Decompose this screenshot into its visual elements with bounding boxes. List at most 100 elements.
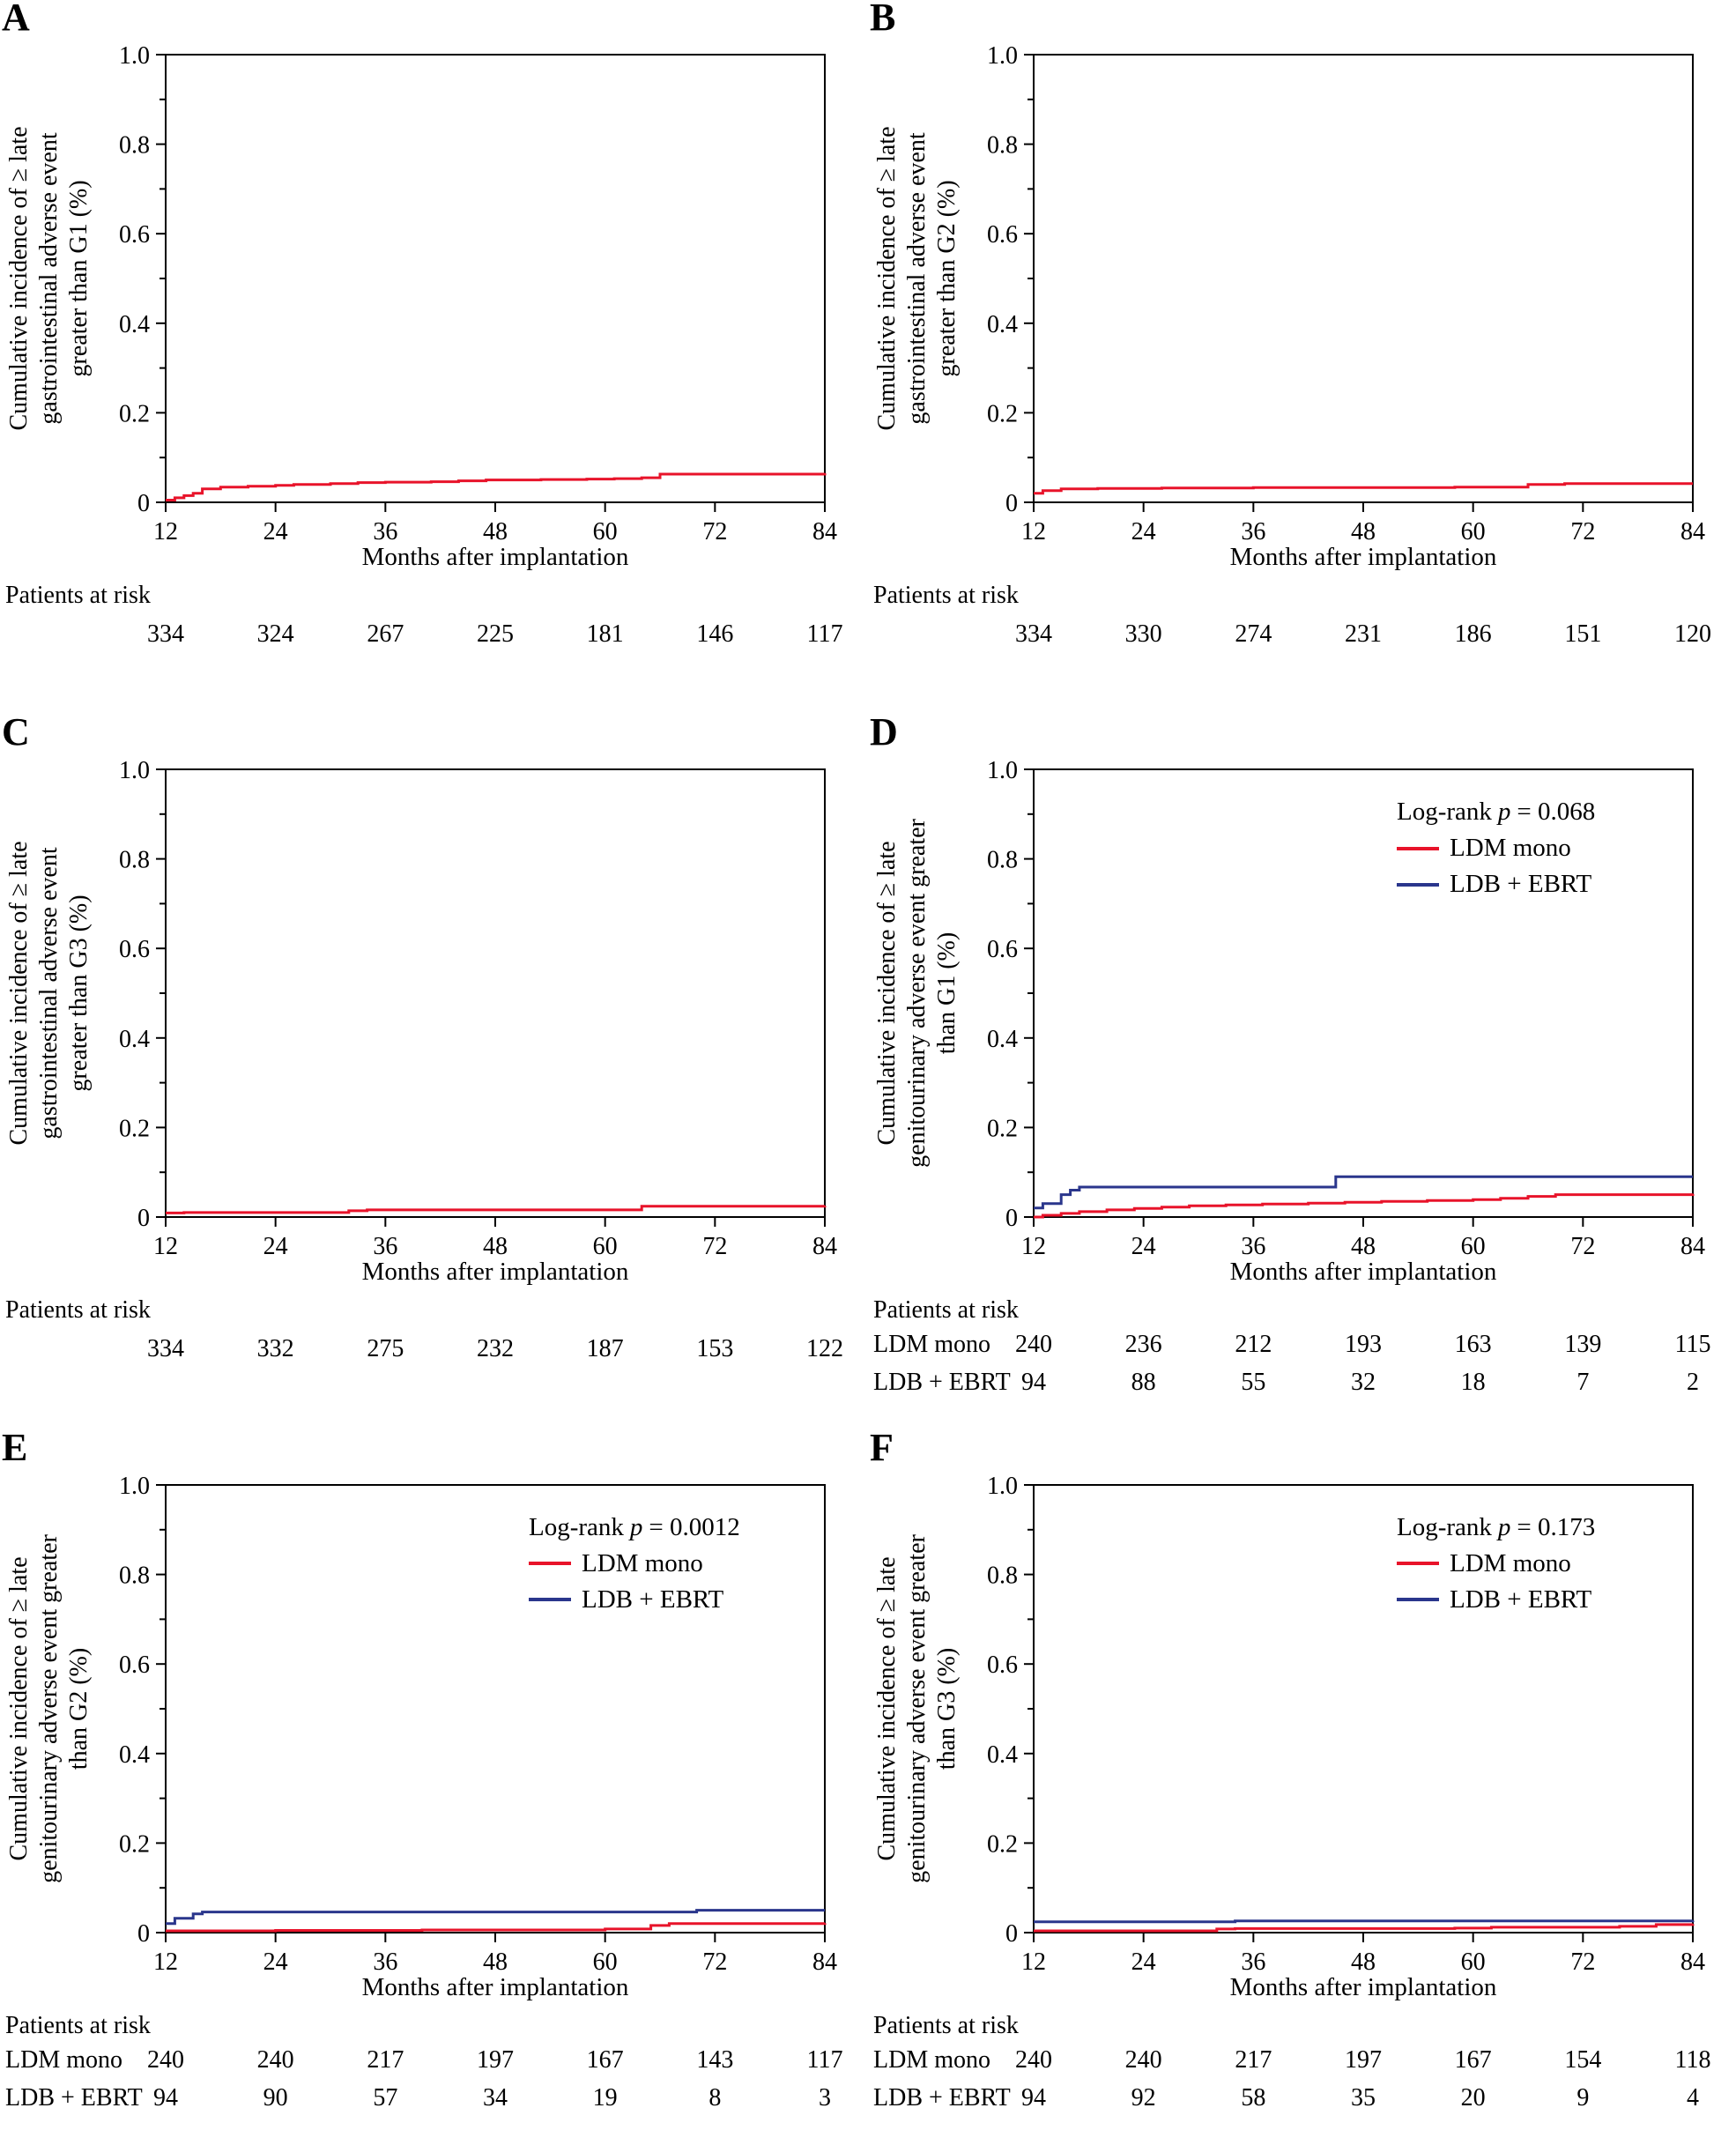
svg-text:139: 139 [1564,1331,1601,1358]
svg-text:12: 12 [1021,518,1046,546]
svg-text:8: 8 [708,2084,721,2112]
y-axis-label-line: than G3 (%) [933,1647,961,1770]
svg-text:32: 32 [1351,1369,1376,1396]
svg-text:0.8: 0.8 [119,132,150,160]
svg-text:334: 334 [147,1335,184,1362]
svg-text:1.0: 1.0 [119,757,150,784]
svg-text:72: 72 [702,1233,727,1260]
svg-text:151: 151 [1564,620,1601,648]
y-axis-label-line: greater than G3 (%) [65,894,93,1092]
y-axis-label-line: Cumulative incidence of ≥ late [5,1556,33,1861]
svg-text:167: 167 [1455,2046,1492,2074]
svg-text:274: 274 [1235,620,1272,648]
panel-a-letter: A [2,0,30,39]
svg-text:36: 36 [1241,1233,1265,1260]
svg-text:36: 36 [373,518,397,546]
logrank-text: Log-rank p = 0.0012 [529,1513,740,1542]
y-axis-label-line: Cumulative incidence of ≥ late [873,841,901,1146]
legend-item-ldb-ebrt: LDB + EBRT [529,1585,740,1614]
svg-text:1.0: 1.0 [987,42,1018,70]
panel-e-x-axis-label: Months after implantation [361,1972,629,2001]
svg-text:186: 186 [1455,620,1492,648]
svg-text:60: 60 [1461,1948,1486,1976]
svg-text:36: 36 [373,1948,397,1976]
svg-text:94: 94 [1021,1369,1046,1396]
y-axis-label-line: Cumulative incidence of ≥ late [5,126,33,431]
svg-text:0.8: 0.8 [987,132,1018,160]
svg-text:0: 0 [1005,490,1018,517]
svg-text:94: 94 [1021,2084,1046,2112]
svg-text:72: 72 [702,518,727,546]
svg-text:240: 240 [1015,2046,1052,2074]
y-axis-label-line: greater than G2 (%) [933,180,961,377]
ldb-ebrt-line-swatch [1397,1598,1439,1602]
svg-text:84: 84 [812,1233,837,1260]
svg-text:12: 12 [1021,1948,1046,1976]
svg-text:4: 4 [1687,2084,1699,2112]
svg-text:163: 163 [1455,1331,1492,1358]
svg-text:240: 240 [147,2046,184,2074]
svg-text:90: 90 [263,2084,288,2112]
panel-a: 0 0.2 0.4 0.6 0.8 1.0 12 24 36 48 60 72 84 334 324 267 2… [0,0,868,715]
svg-text:0.8: 0.8 [987,1562,1018,1589]
svg-text:0.4: 0.4 [119,311,150,338]
svg-text:24: 24 [1131,1948,1156,1976]
ldm-mono-line-swatch [529,1562,571,1566]
panel-f-letter: F [870,1425,894,1469]
y-axis-label-line: Cumulative incidence of ≥ late [5,841,33,1146]
svg-text:217: 217 [367,2046,404,2074]
legend-item-ldb-ebrt: LDB + EBRT [1397,1585,1595,1614]
svg-text:2: 2 [1687,1369,1699,1396]
svg-text:0: 0 [1005,1205,1018,1232]
logrank-p: p [629,1512,643,1541]
svg-text:0: 0 [1005,1920,1018,1948]
svg-text:154: 154 [1564,2046,1601,2074]
svg-text:334: 334 [1015,620,1052,648]
y-axis-label-line: gastrointestinal adverse event [35,847,63,1139]
svg-text:332: 332 [257,1335,294,1362]
legend-item-label: LDM mono [1450,834,1571,863]
panel-b-y-axis-label: Cumulative incidence of ≥ late gastroint… [872,32,962,525]
svg-text:58: 58 [1241,2084,1265,2112]
panel-c-y-axis-label: Cumulative incidence of ≥ late gastroint… [4,746,94,1240]
svg-text:35: 35 [1351,2084,1376,2112]
svg-text:48: 48 [1351,1948,1376,1976]
svg-text:LDM mono: LDM mono [5,2046,122,2074]
svg-text:84: 84 [1680,1233,1705,1260]
svg-text:36: 36 [373,1233,397,1260]
panel-d-x-axis-label: Months after implantation [1229,1258,1497,1287]
y-axis-label-line: genitourinary adverse event greater [903,819,931,1169]
svg-text:0.6: 0.6 [119,937,150,964]
legend-item-ldb-ebrt: LDB + EBRT [1397,870,1595,899]
svg-text:24: 24 [263,1233,288,1260]
svg-text:48: 48 [483,1948,508,1976]
svg-text:72: 72 [1570,1233,1595,1260]
svg-text:55: 55 [1241,1369,1265,1396]
svg-text:7: 7 [1576,1369,1589,1396]
logrank-prefix: Log-rank [1397,1512,1492,1541]
panel-b-letter: B [870,0,896,39]
svg-text:84: 84 [812,518,837,546]
svg-text:60: 60 [593,518,618,546]
y-axis-label-line: genitourinary adverse event greater [903,1533,931,1883]
panel-c: 0 0.2 0.4 0.6 0.8 1.0 12 24 36 48 60 72 84 334 332 275 2… [0,710,868,1429]
svg-text:88: 88 [1131,1369,1156,1396]
svg-text:LDB + EBRT: LDB + EBRT [5,2084,143,2112]
panel-f: 0 0.2 0.4 0.6 0.8 1.0 12 24 36 48 60 72 84 LDM mono 24… [868,1426,1736,2145]
panel-f-x-axis-label: Months after implantation [1229,1972,1497,2001]
svg-text:115: 115 [1675,1331,1711,1358]
svg-text:231: 231 [1345,620,1382,648]
logrank-text: Log-rank p = 0.068 [1397,798,1595,827]
svg-text:60: 60 [593,1948,618,1976]
panel-c-plot: 0 0.2 0.4 0.6 0.8 1.0 12 24 36 48 60 72 84 334 332 275 2… [119,757,843,1362]
svg-text:24: 24 [263,1948,288,1976]
svg-text:0.4: 0.4 [119,1740,150,1768]
svg-text:181: 181 [587,620,624,648]
legend-item-ldm-mono: LDM mono [529,1549,740,1578]
svg-text:48: 48 [483,1233,508,1260]
svg-text:0.6: 0.6 [119,1651,150,1679]
svg-text:120: 120 [1674,620,1711,648]
svg-text:12: 12 [1021,1233,1046,1260]
svg-text:0.2: 0.2 [119,1116,150,1143]
